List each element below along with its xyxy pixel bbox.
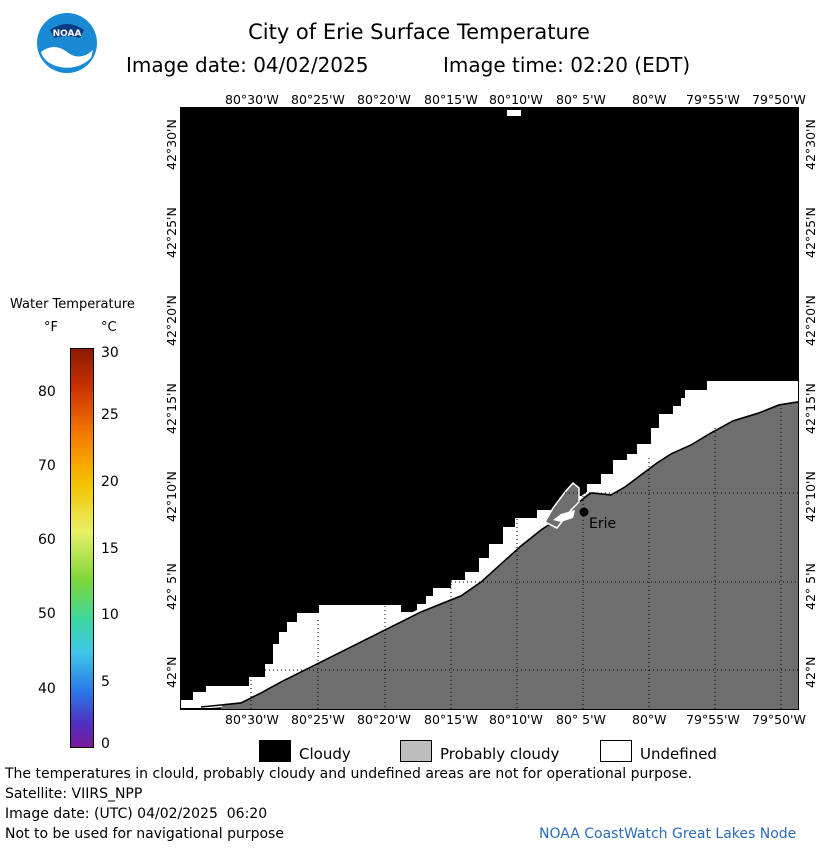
lon-tick: 80° 5'W	[556, 92, 606, 107]
legend-swatch-cloudy	[259, 740, 291, 762]
lon-tick: 80°10'W	[489, 712, 543, 727]
lat-tick: 42°15'N	[803, 383, 818, 434]
shoreline	[200, 398, 798, 705]
satellite-text: Satellite: VIIRS_NPP	[5, 786, 143, 802]
peninsula	[543, 481, 580, 529]
disclaimer-text: The temperatures in clould, probably clo…	[5, 766, 692, 782]
undefined-area	[181, 381, 798, 708]
lat-tick: 42°15'N	[164, 383, 179, 434]
f-tick: 40	[38, 681, 56, 697]
lon-tick: 79°50'W	[752, 92, 806, 107]
image-time-label: Image time: 02:20 (EDT)	[443, 53, 691, 77]
credit-link[interactable]: NOAA CoastWatch Great Lakes Node	[539, 826, 797, 842]
legend-swatch-probably-cloudy	[400, 740, 432, 762]
colorbar	[70, 348, 94, 748]
colorbar-title: Water Temperature	[10, 297, 135, 312]
erie-label: Erie	[589, 516, 616, 532]
lat-tick: 42°20'N	[164, 295, 179, 346]
c-tick: 10	[101, 607, 119, 623]
lat-tick: 42°25'N	[803, 207, 818, 258]
c-tick: 30	[101, 345, 119, 361]
lon-tick: 80°20'W	[357, 712, 411, 727]
map-frame	[180, 107, 799, 710]
unit-f: °F	[44, 320, 58, 335]
noaa-logo-text: NOAA	[53, 29, 82, 39]
f-tick: 50	[38, 606, 56, 622]
legend-label-cloudy: Cloudy	[299, 745, 351, 763]
lat-tick: 42° 5'N	[164, 563, 179, 610]
graticule	[241, 404, 798, 709]
lon-tick: 80°25'W	[291, 712, 345, 727]
c-tick: 25	[101, 407, 119, 423]
lon-tick: 80°30'W	[225, 712, 279, 727]
lat-tick: 42° 5'N	[803, 563, 818, 610]
lat-tick: 42°25'N	[164, 207, 179, 258]
lon-tick: 79°50'W	[752, 712, 806, 727]
noaa-logo-icon: NOAA	[37, 13, 97, 73]
f-tick: 70	[38, 458, 56, 474]
lat-tick: 42°30'N	[803, 119, 818, 170]
temperature-map: Erie	[181, 108, 798, 709]
page-title: City of Erie Surface Temperature	[248, 20, 590, 44]
f-tick: 80	[38, 384, 56, 400]
lon-tick: 80°W	[632, 712, 667, 727]
navigation-warning: Not to be used for navigational purpose	[5, 826, 284, 842]
c-tick: 0	[101, 736, 110, 752]
lon-tick: 80° 5'W	[556, 712, 606, 727]
lon-tick: 80°25'W	[291, 92, 345, 107]
lon-tick: 79°55'W	[686, 712, 740, 727]
lon-tick: 80°W	[632, 92, 667, 107]
land-area	[181, 401, 798, 709]
lon-tick: 80°20'W	[357, 92, 411, 107]
legend-label-undefined: Undefined	[640, 745, 717, 763]
lat-tick: 42°20'N	[803, 295, 818, 346]
utc-date-text: Image date: (UTC) 04/02/2025 06:20	[5, 806, 268, 822]
lat-tick: 42°N	[803, 656, 818, 688]
legend-label-probably-cloudy: Probably cloudy	[440, 745, 560, 763]
lon-tick: 80°15'W	[424, 712, 478, 727]
lat-tick: 42°N	[164, 656, 179, 688]
c-tick: 20	[101, 474, 119, 490]
lat-tick: 42°10'N	[803, 471, 818, 522]
undefined-speck	[507, 110, 521, 116]
c-tick: 5	[101, 674, 110, 690]
lat-tick: 42°30'N	[164, 119, 179, 170]
lon-tick: 80°15'W	[424, 92, 478, 107]
erie-marker-icon	[579, 507, 589, 517]
shoreline-outline	[200, 401, 798, 708]
c-tick: 15	[101, 541, 119, 557]
bay	[553, 510, 575, 522]
lon-tick: 79°55'W	[686, 92, 740, 107]
f-tick: 60	[38, 532, 56, 548]
lon-tick: 80°10'W	[489, 92, 543, 107]
legend-swatch-undefined	[600, 740, 632, 762]
unit-c: °C	[101, 320, 117, 335]
lat-tick: 42°10'N	[164, 471, 179, 522]
lon-tick: 80°30'W	[225, 92, 279, 107]
image-date-label: Image date: 04/02/2025	[126, 53, 369, 77]
